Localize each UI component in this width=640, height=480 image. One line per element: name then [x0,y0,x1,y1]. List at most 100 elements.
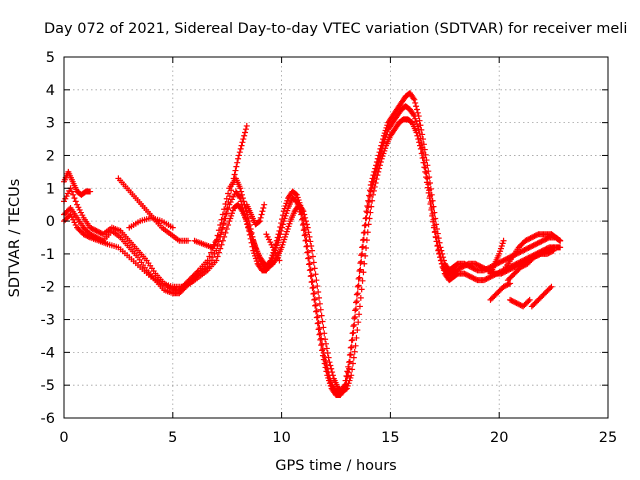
data-point [318,335,325,342]
data-point [77,228,84,235]
data-point [88,225,95,232]
data-point [352,313,359,320]
data-point [185,237,192,244]
data-point [324,350,331,357]
data-point [310,259,317,266]
data-point [437,254,444,261]
data-point [517,248,524,255]
data-point [529,243,536,250]
data-point [81,225,88,232]
data-point [227,215,234,222]
data-point [531,300,538,307]
data-point [293,191,300,198]
data-point [347,374,354,381]
x-tick-label: 0 [59,430,68,446]
data-point [252,252,259,259]
data-point [494,290,501,297]
data-point [509,298,516,305]
data-point [228,212,235,219]
data-point [532,299,539,306]
data-point [348,372,355,379]
data-point [511,270,518,277]
data-point [275,237,282,244]
data-point [380,150,387,157]
data-point [249,233,256,240]
data-point [281,215,288,222]
data-point [413,120,420,127]
data-point [358,286,365,293]
data-point [318,312,325,319]
data-point [76,227,83,234]
data-point [302,218,309,225]
data-point [218,216,225,223]
data-point [518,302,525,309]
data-point [321,360,328,367]
data-point [277,231,284,238]
data-point [237,145,244,152]
plot-frame [63,56,609,419]
data-point [480,264,487,271]
data-point [323,368,330,375]
data-point [230,193,237,200]
data-point [259,208,266,215]
data-point [71,219,78,226]
data-point [420,159,427,166]
series-7 [243,201,268,228]
data-point [500,237,507,244]
y-tick-label: -1 [41,247,55,263]
data-point [364,202,371,209]
data-point [357,294,364,301]
data-point [310,284,317,291]
chart-title: Day 072 of 2021, Sidereal Day-to-day VTE… [44,21,627,37]
data-point [312,302,319,309]
data-point [276,257,283,264]
data-point [498,270,505,277]
data-point [325,374,332,381]
data-point [215,249,222,256]
data-point [83,232,90,239]
data-point [473,266,480,273]
data-point [307,266,314,273]
data-point [525,259,532,266]
data-point [292,197,299,204]
data-point [438,260,445,267]
data-point [283,228,290,235]
data-point [363,208,370,215]
y-axis-tick-labels: -6 -5 -4 -3 -2 -1 0 1 2 3 4 5 [41,50,55,427]
data-point [537,239,544,246]
data-point [352,307,359,314]
data-point [418,126,425,133]
data-point [309,285,316,292]
axis-ticks [63,56,609,419]
data-point [525,298,532,305]
data-point [457,264,464,271]
data-point [66,212,73,219]
data-point [72,198,79,205]
y-tick-label: -2 [41,280,55,296]
data-point [303,237,310,244]
data-point [482,276,489,283]
data-point [543,288,550,295]
data-point [324,372,331,379]
data-point [313,308,320,315]
data-point [348,337,355,344]
data-point [453,266,460,273]
data-point [75,225,82,232]
data-point [515,244,522,251]
data-point [228,187,235,194]
data-point [357,266,364,273]
data-point [206,253,213,260]
data-point [487,296,494,303]
data-point [359,243,366,250]
data-point [513,300,520,307]
data-point [274,239,281,246]
data-point [238,188,245,195]
data-point [477,263,484,270]
data-point [301,211,308,218]
data-point [224,204,231,211]
data-point [366,199,373,206]
data-point [217,222,224,229]
data-point [309,247,316,254]
data-point [411,113,418,120]
data-point [346,351,353,358]
